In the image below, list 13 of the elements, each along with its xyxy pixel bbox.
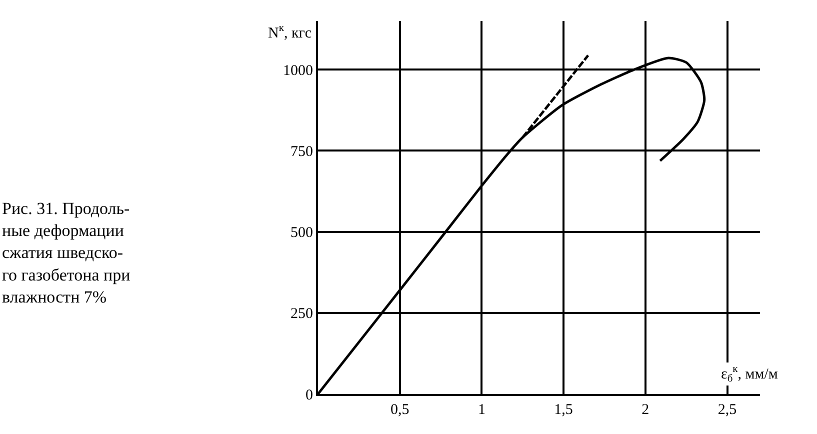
x-tick-label: 1,5 bbox=[554, 402, 573, 418]
y-axis-title: N$^{к}$, кгс bbox=[268, 23, 312, 42]
y-tick-label: 500 bbox=[290, 225, 313, 242]
x-tick-label: 2,5 bbox=[718, 402, 737, 418]
x-tick-label: 2 bbox=[642, 402, 650, 418]
y-tick-label: 1000 bbox=[283, 62, 313, 79]
y-tick-label: 250 bbox=[290, 306, 313, 322]
x-tick-label: 0,5 bbox=[390, 402, 410, 418]
y-tick-label: 750 bbox=[290, 144, 313, 160]
y-tick-label: 0 bbox=[306, 387, 313, 404]
x-axis-title: ε$_{б}$$^{к}$, мм/м bbox=[721, 364, 778, 384]
x-tick-label: 1 bbox=[478, 402, 486, 418]
text: Рис. 31. Продоль- ные деформации сжатия шведско- го газобетона при влажностн 7% bbox=[2, 199, 130, 306]
